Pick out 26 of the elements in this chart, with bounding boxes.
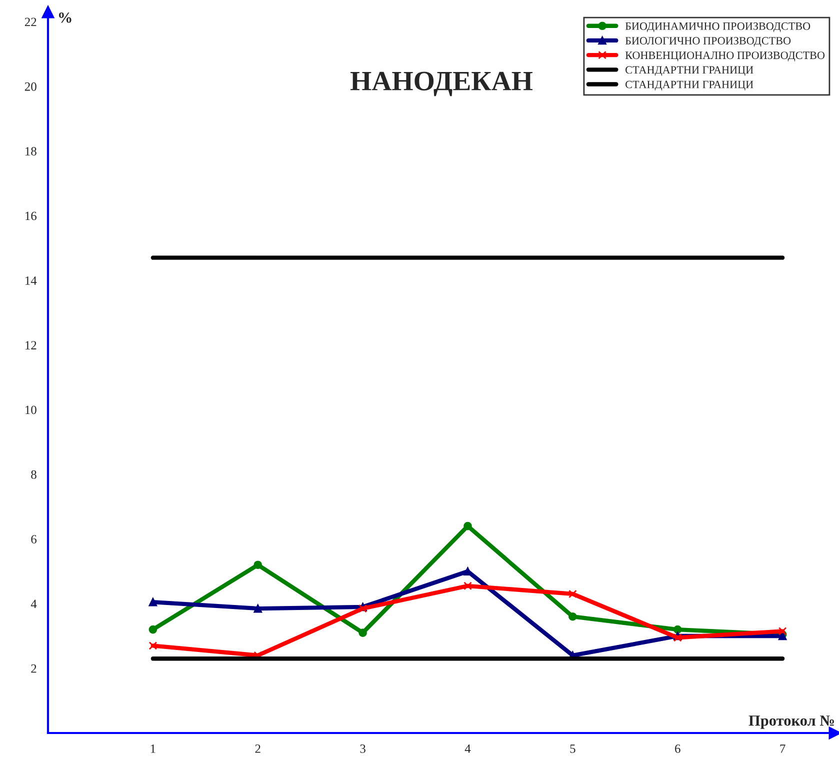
y-axis-title: % — [59, 12, 72, 23]
legend-label: СТАНДАРТНИ ГРАНИЦИ — [626, 80, 754, 90]
x-tick-label: 7 — [780, 744, 786, 753]
y-tick-label: 14 — [25, 276, 37, 285]
legend-label: КОНВЕНЦИОНАЛНО ПРОИЗВОДСТВО — [625, 52, 825, 62]
y-tick-label: 18 — [25, 147, 36, 156]
y-tick-label: 16 — [25, 212, 37, 220]
x-axis-title: Протокол № — [748, 716, 834, 729]
x-tick-label: 2 — [255, 744, 260, 753]
y-tick-label: 10 — [25, 406, 36, 414]
y-tick-label: 6 — [31, 535, 37, 544]
x-tick-label: 1 — [150, 744, 156, 753]
x-tick-label: 5 — [570, 744, 576, 753]
x-tick-label: 6 — [675, 744, 680, 753]
y-tick-label: 12 — [25, 341, 36, 350]
y-tick-label: 22 — [24, 18, 36, 26]
legend-label: БИОДИНАМИЧНО ПРОИЗВОДСТВО — [625, 22, 810, 32]
x-tick-label: 3 — [360, 744, 366, 753]
x-tick-label: 4 — [464, 744, 471, 753]
y-tick-label: 20 — [24, 82, 36, 91]
legend-label: БИОЛОГИЧНО ПРОИЗВОДСТВО — [625, 37, 791, 47]
y-tick-label: 8 — [31, 470, 36, 479]
y-tick-label: 2 — [31, 664, 36, 673]
legend-label: СТАНДАРТНИ ГРАНИЦИ — [626, 66, 754, 76]
y-tick-label: 4 — [30, 600, 37, 608]
text: НАНОДЕКАН — [350, 72, 533, 96]
